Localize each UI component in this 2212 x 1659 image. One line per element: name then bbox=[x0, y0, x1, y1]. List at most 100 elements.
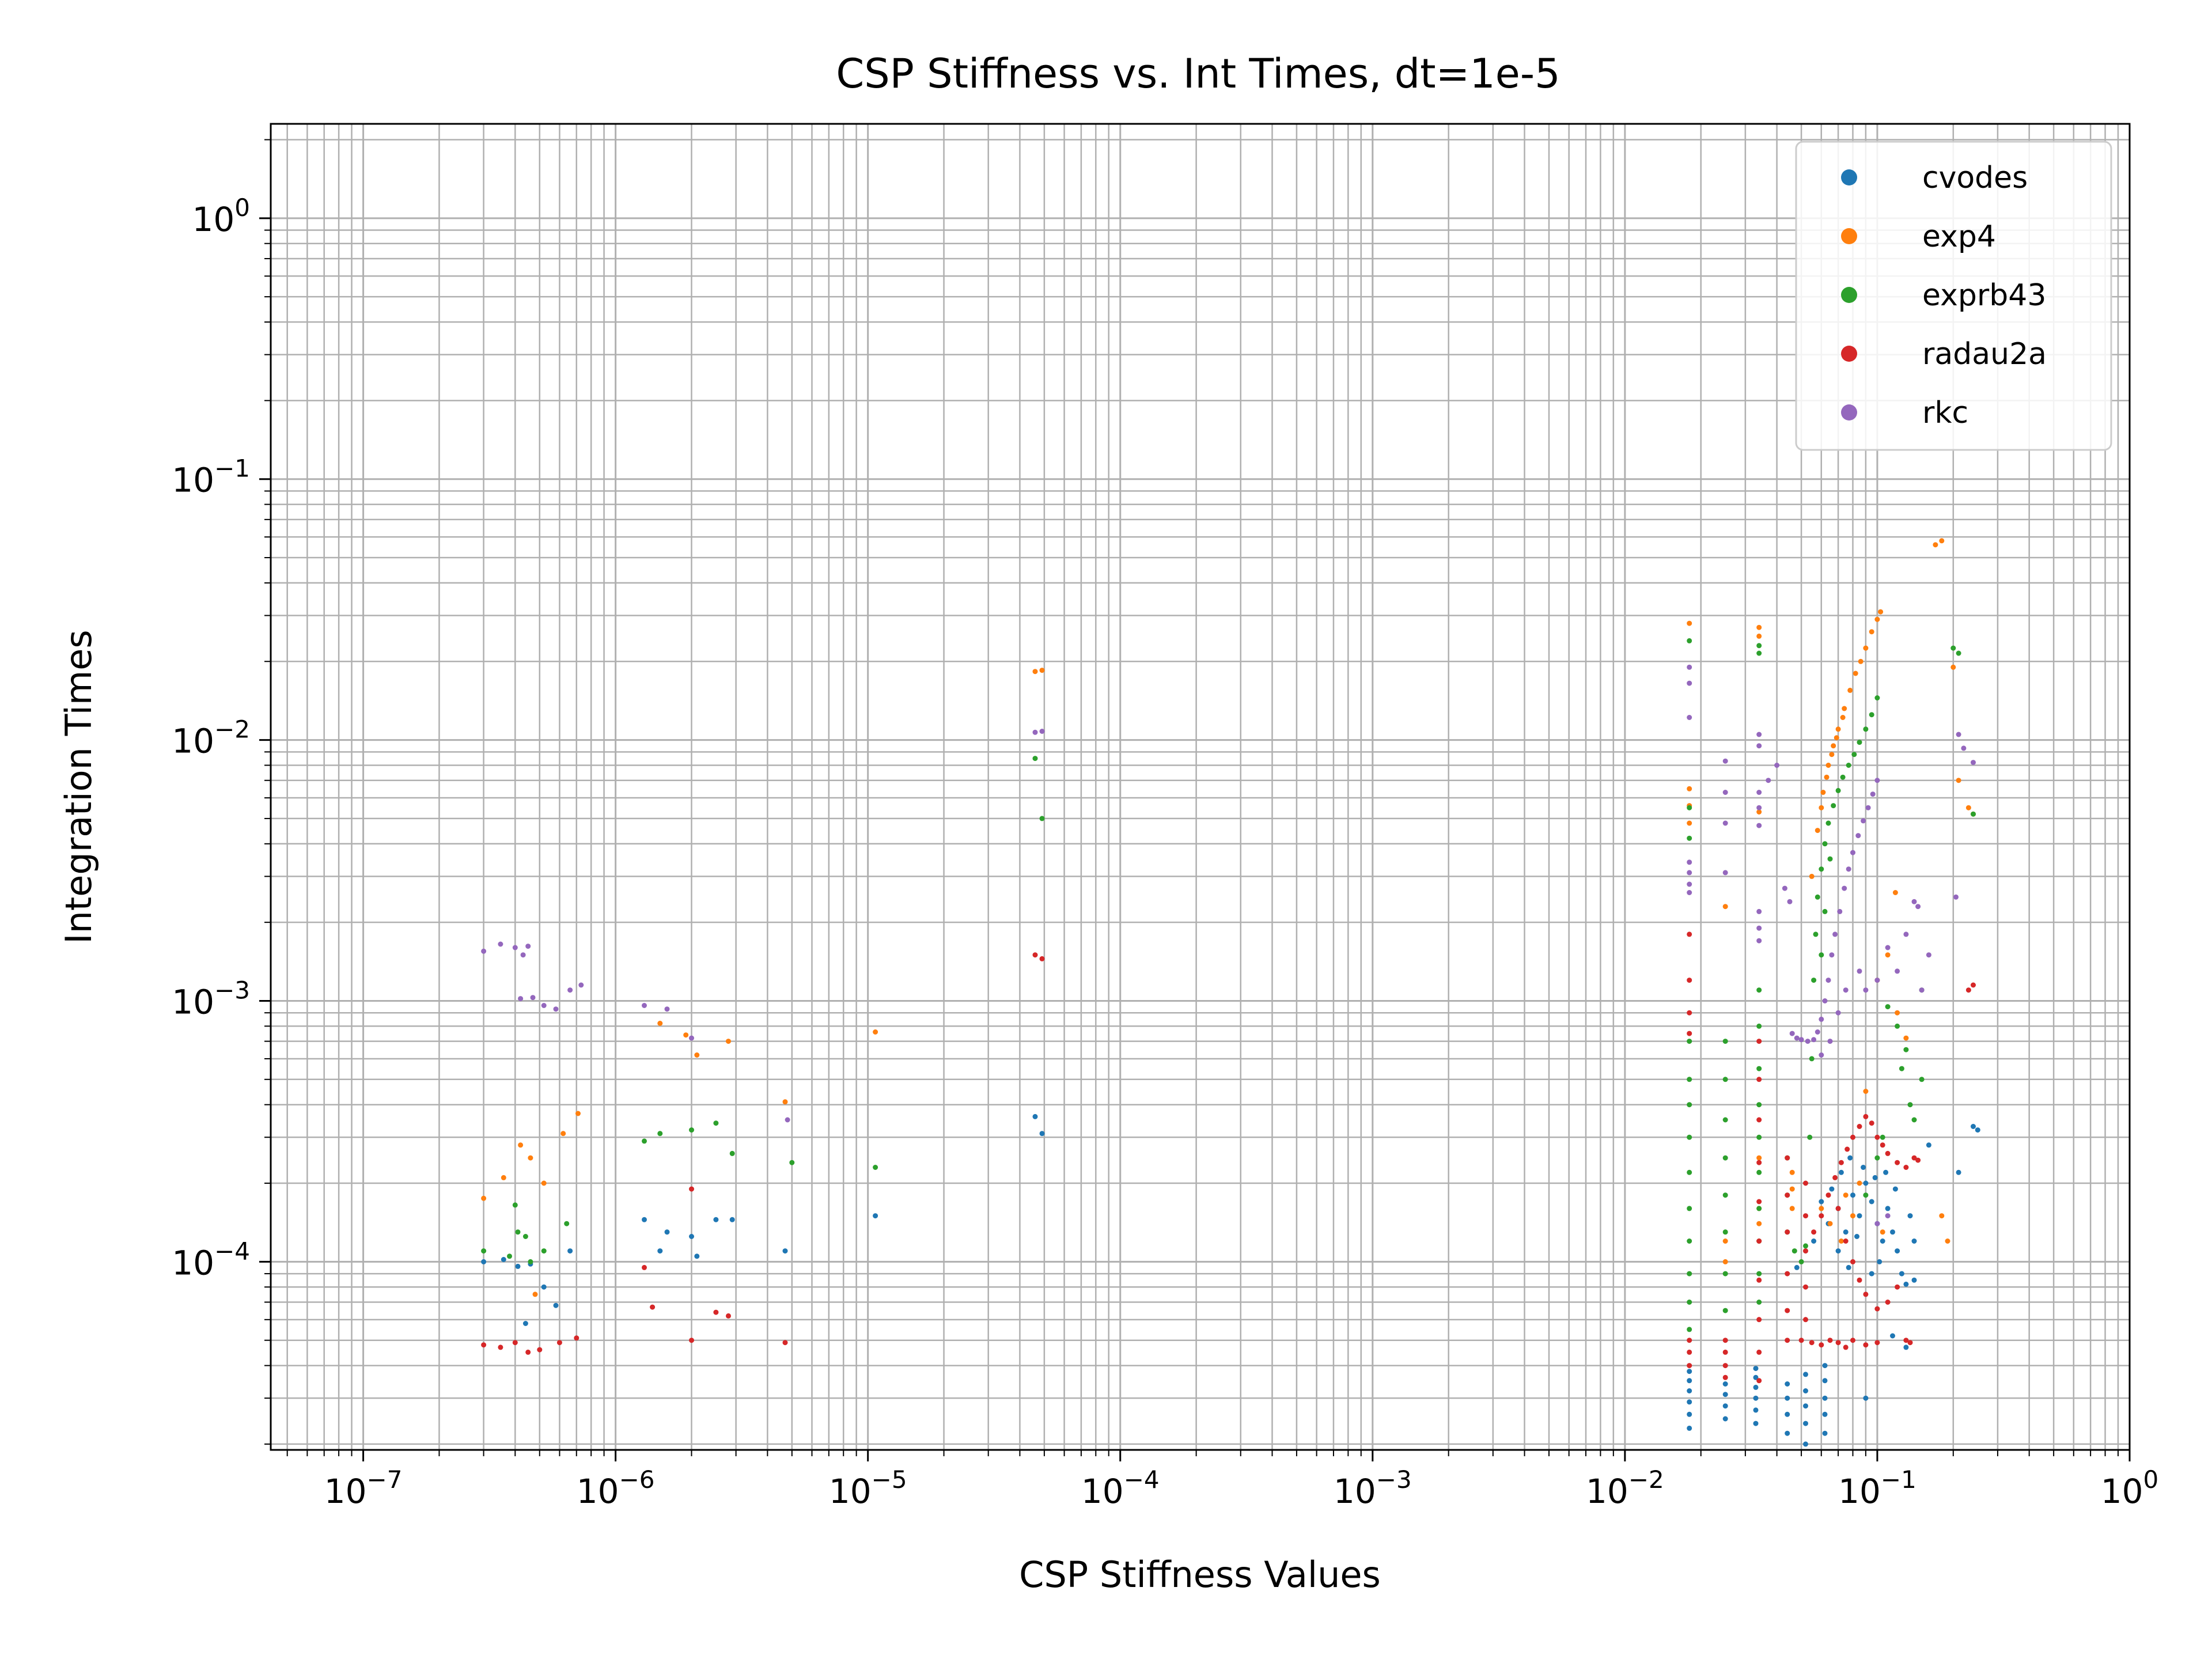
data-point-radau2a bbox=[713, 1309, 719, 1315]
data-point-radau2a bbox=[1756, 1117, 1762, 1123]
data-point-cvodes bbox=[1863, 1395, 1869, 1401]
data-point-exprb43 bbox=[1863, 1192, 1869, 1198]
data-point-exprb43 bbox=[1687, 1077, 1692, 1082]
data-point-cvodes bbox=[1903, 1344, 1909, 1350]
data-point-cvodes bbox=[1890, 1229, 1895, 1235]
x-tick-label: 10−3 bbox=[1334, 1465, 1412, 1511]
data-point-exprb43 bbox=[1803, 1243, 1808, 1249]
legend-marker-exp4 bbox=[1841, 228, 1857, 244]
data-point-radau2a bbox=[537, 1347, 543, 1353]
data-point-rkc bbox=[1756, 790, 1762, 795]
data-point-exprb43 bbox=[541, 1248, 547, 1254]
x-tick-label: 10−2 bbox=[1586, 1465, 1664, 1511]
data-point-exp4 bbox=[1857, 1180, 1862, 1186]
data-point-radau2a bbox=[556, 1340, 562, 1346]
data-point-exp4 bbox=[1874, 616, 1880, 622]
data-point-radau2a bbox=[726, 1313, 731, 1319]
data-point-exprb43 bbox=[1815, 894, 1820, 900]
data-point-radau2a bbox=[1785, 1271, 1790, 1277]
data-point-cvodes bbox=[1753, 1407, 1759, 1413]
data-point-radau2a bbox=[1827, 1338, 1833, 1343]
data-point-radau2a bbox=[1687, 1010, 1692, 1016]
data-point-exp4 bbox=[1789, 1206, 1795, 1211]
data-point-rkc bbox=[664, 1006, 670, 1012]
data-point-cvodes bbox=[642, 1217, 647, 1222]
data-point-radau2a bbox=[512, 1340, 518, 1346]
legend-marker-rkc bbox=[1841, 404, 1857, 421]
data-point-exprb43 bbox=[1903, 1047, 1909, 1052]
data-point-exprb43 bbox=[1911, 1117, 1917, 1123]
data-point-radau2a bbox=[1756, 1077, 1762, 1082]
data-point-radau2a bbox=[1687, 1031, 1692, 1036]
y-tick-labels: 10−4 10−3 10−2 10−1 100 bbox=[172, 194, 250, 1283]
data-point-exprb43 bbox=[1756, 1102, 1762, 1108]
data-point-exprb43 bbox=[1846, 763, 1851, 768]
data-point-exprb43 bbox=[515, 1229, 521, 1235]
data-point-exp4 bbox=[1847, 687, 1853, 693]
data-point-exp4 bbox=[1939, 538, 1945, 544]
data-point-rkc bbox=[642, 1003, 647, 1008]
data-point-exprb43 bbox=[1722, 1155, 1728, 1161]
data-point-exp4 bbox=[1815, 828, 1820, 834]
data-point-exprb43 bbox=[564, 1221, 570, 1226]
data-point-exp4 bbox=[782, 1099, 788, 1105]
data-point-exprb43 bbox=[689, 1127, 694, 1133]
data-point-cvodes bbox=[1877, 1259, 1883, 1264]
data-point-exp4 bbox=[1819, 1206, 1824, 1211]
data-point-exp4 bbox=[1789, 1186, 1795, 1192]
data-point-cvodes bbox=[1861, 1165, 1866, 1170]
data-point-exp4 bbox=[1722, 1259, 1728, 1264]
x-tick-label: 10−7 bbox=[324, 1465, 403, 1511]
data-point-cvodes bbox=[1785, 1395, 1790, 1401]
data-point-exp4 bbox=[1687, 786, 1692, 791]
data-point-exp4 bbox=[501, 1175, 506, 1180]
y-axis-label: Integration Times bbox=[58, 630, 100, 944]
data-point-exp4 bbox=[1880, 1229, 1885, 1235]
data-point-radau2a bbox=[1819, 1342, 1824, 1348]
data-point-cvodes bbox=[1843, 1229, 1849, 1235]
data-point-rkc bbox=[1787, 899, 1793, 904]
data-point-exp4 bbox=[1834, 735, 1839, 741]
data-point-exp4 bbox=[1756, 1155, 1762, 1161]
data-point-exprb43 bbox=[1722, 1117, 1728, 1123]
data-point-exp4 bbox=[1756, 624, 1762, 630]
data-point-cvodes bbox=[1822, 1378, 1828, 1384]
data-point-exp4 bbox=[1869, 629, 1874, 635]
data-point-cvodes bbox=[1975, 1127, 1980, 1133]
data-point-rkc bbox=[498, 941, 503, 947]
data-point-exprb43 bbox=[1687, 835, 1692, 841]
data-point-cvodes bbox=[873, 1213, 878, 1219]
data-point-cvodes bbox=[1803, 1388, 1808, 1393]
data-point-exp4 bbox=[1824, 774, 1830, 780]
data-point-cvodes bbox=[1687, 1369, 1692, 1374]
data-point-cvodes bbox=[515, 1263, 521, 1269]
data-point-radau2a bbox=[1803, 1317, 1808, 1323]
data-point-rkc bbox=[1825, 978, 1831, 983]
data-point-exp4 bbox=[1687, 820, 1692, 826]
data-point-cvodes bbox=[1857, 1213, 1862, 1219]
data-point-rkc bbox=[1756, 743, 1762, 749]
data-point-radau2a bbox=[1874, 1340, 1880, 1346]
data-point-radau2a bbox=[1880, 1142, 1885, 1148]
data-point-exprb43 bbox=[1907, 1102, 1913, 1108]
data-point-radau2a bbox=[1785, 1308, 1790, 1313]
data-point-cvodes bbox=[1794, 1264, 1800, 1270]
data-point-exp4 bbox=[1756, 633, 1762, 639]
data-point-rkc bbox=[1827, 1039, 1833, 1044]
data-point-radau2a bbox=[1863, 1113, 1869, 1119]
data-point-rkc bbox=[1032, 729, 1038, 735]
data-point-rkc bbox=[1961, 745, 1967, 751]
data-point-cvodes bbox=[1911, 1277, 1917, 1283]
data-point-cvodes bbox=[1722, 1416, 1728, 1422]
data-point-rkc bbox=[1756, 732, 1762, 737]
data-point-exprb43 bbox=[1798, 1259, 1804, 1264]
data-point-exprb43 bbox=[1687, 1327, 1692, 1332]
data-point-exp4 bbox=[1895, 1010, 1900, 1016]
data-point-exprb43 bbox=[1756, 1300, 1762, 1305]
data-point-exp4 bbox=[518, 1142, 524, 1148]
data-point-cvodes bbox=[713, 1217, 719, 1222]
data-point-radau2a bbox=[1903, 1165, 1909, 1170]
data-point-cvodes bbox=[1892, 1186, 1898, 1192]
data-point-exprb43 bbox=[1722, 1271, 1728, 1277]
data-point-exp4 bbox=[1863, 1089, 1869, 1094]
